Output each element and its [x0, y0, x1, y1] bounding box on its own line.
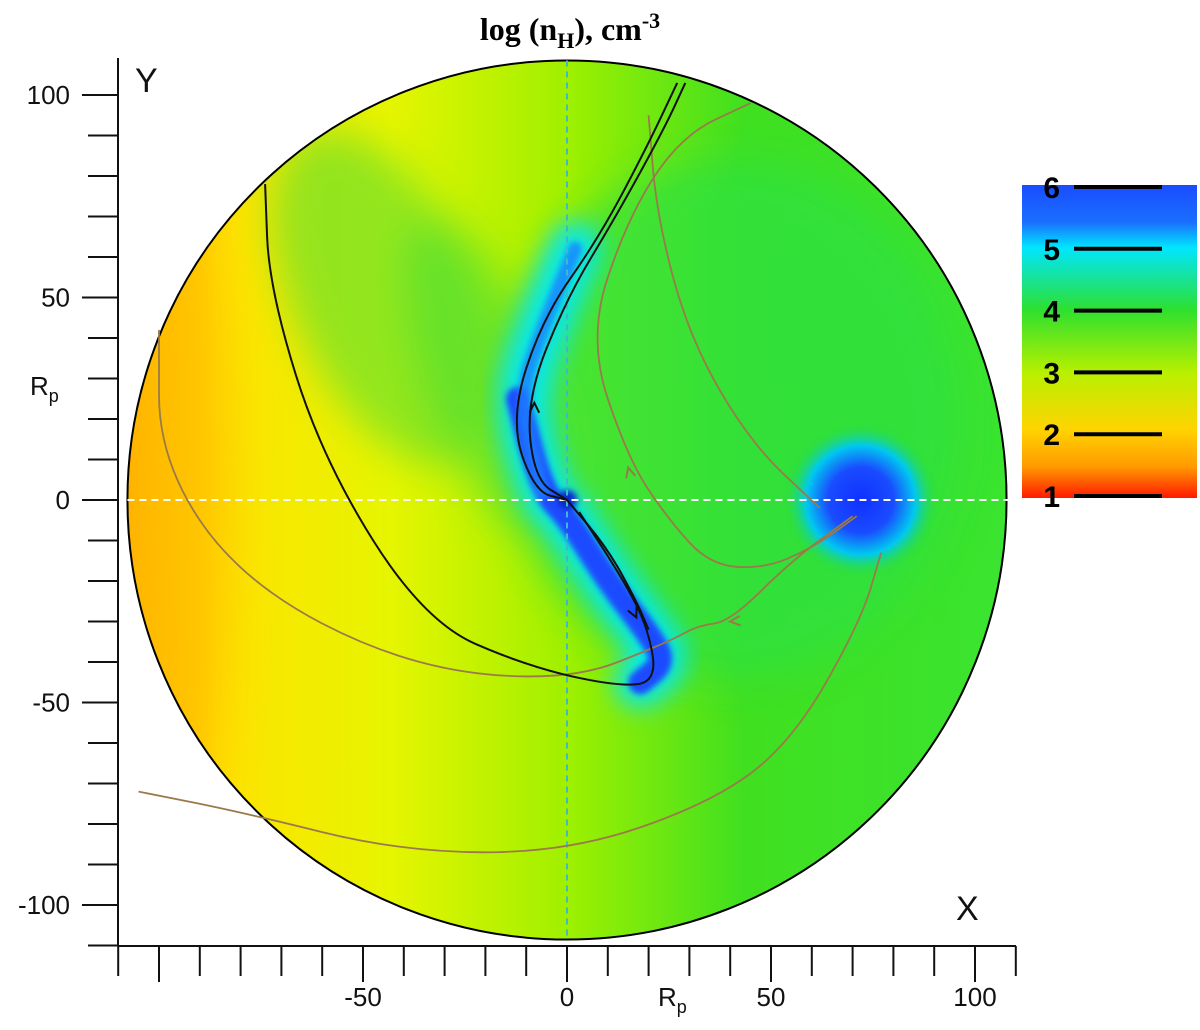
title-superscript: -3	[642, 8, 660, 33]
x-tick-label: -50	[344, 982, 382, 1012]
black-streamline-1	[528, 82, 687, 501]
colorbar-label: 2	[1043, 419, 1060, 452]
axes: 100 50 0 -50 -100 -50 0 50 100	[18, 58, 1017, 1012]
x-tick-label: 0	[560, 982, 574, 1012]
chart-title: log (nH), cm-3	[480, 8, 660, 53]
y-tick-label: -50	[32, 688, 70, 718]
stream-upper-core	[517, 241, 583, 499]
brown-streamline-2	[596, 102, 858, 569]
black-streamline-2	[515, 82, 679, 501]
streamline-arrow-down	[627, 606, 638, 620]
black-streamline-4	[264, 184, 655, 686]
streamline-arrow-up	[528, 400, 541, 414]
y-tick-label: -100	[18, 890, 70, 920]
streamline-arrow-brown-up	[625, 465, 637, 479]
streamline-arrow-brown-left	[727, 615, 741, 627]
y-tick-label: 100	[27, 80, 70, 110]
y-tick-label: 50	[41, 283, 70, 313]
y-tick-label: 0	[56, 485, 70, 515]
colorbar-label: 4	[1043, 296, 1060, 329]
colorbar-label: 1	[1043, 481, 1060, 514]
colorbar-label: 5	[1043, 234, 1060, 267]
stream-blue-core	[506, 386, 672, 695]
x-axis-unit: Rp	[658, 982, 687, 1017]
x-tick-label: 50	[757, 982, 786, 1012]
title-subscript: H	[557, 28, 574, 53]
colorbar-labels: 6 5 4 3 2 1	[1043, 172, 1162, 514]
streamlines	[138, 82, 883, 854]
y-axis-letter: Y	[135, 62, 158, 100]
colorbar	[1022, 185, 1197, 498]
brown-streamline-1	[647, 115, 821, 509]
y-axis-unit: Rp	[30, 371, 59, 406]
black-streamline-3	[566, 499, 650, 630]
x-tick-label: 100	[953, 982, 996, 1012]
brown-streamline-3	[158, 329, 854, 678]
x-axis-letter: X	[956, 890, 979, 928]
colorbar-label: 3	[1043, 357, 1060, 390]
colorbar-label: 6	[1043, 172, 1060, 205]
brown-streamline-4	[138, 552, 883, 854]
